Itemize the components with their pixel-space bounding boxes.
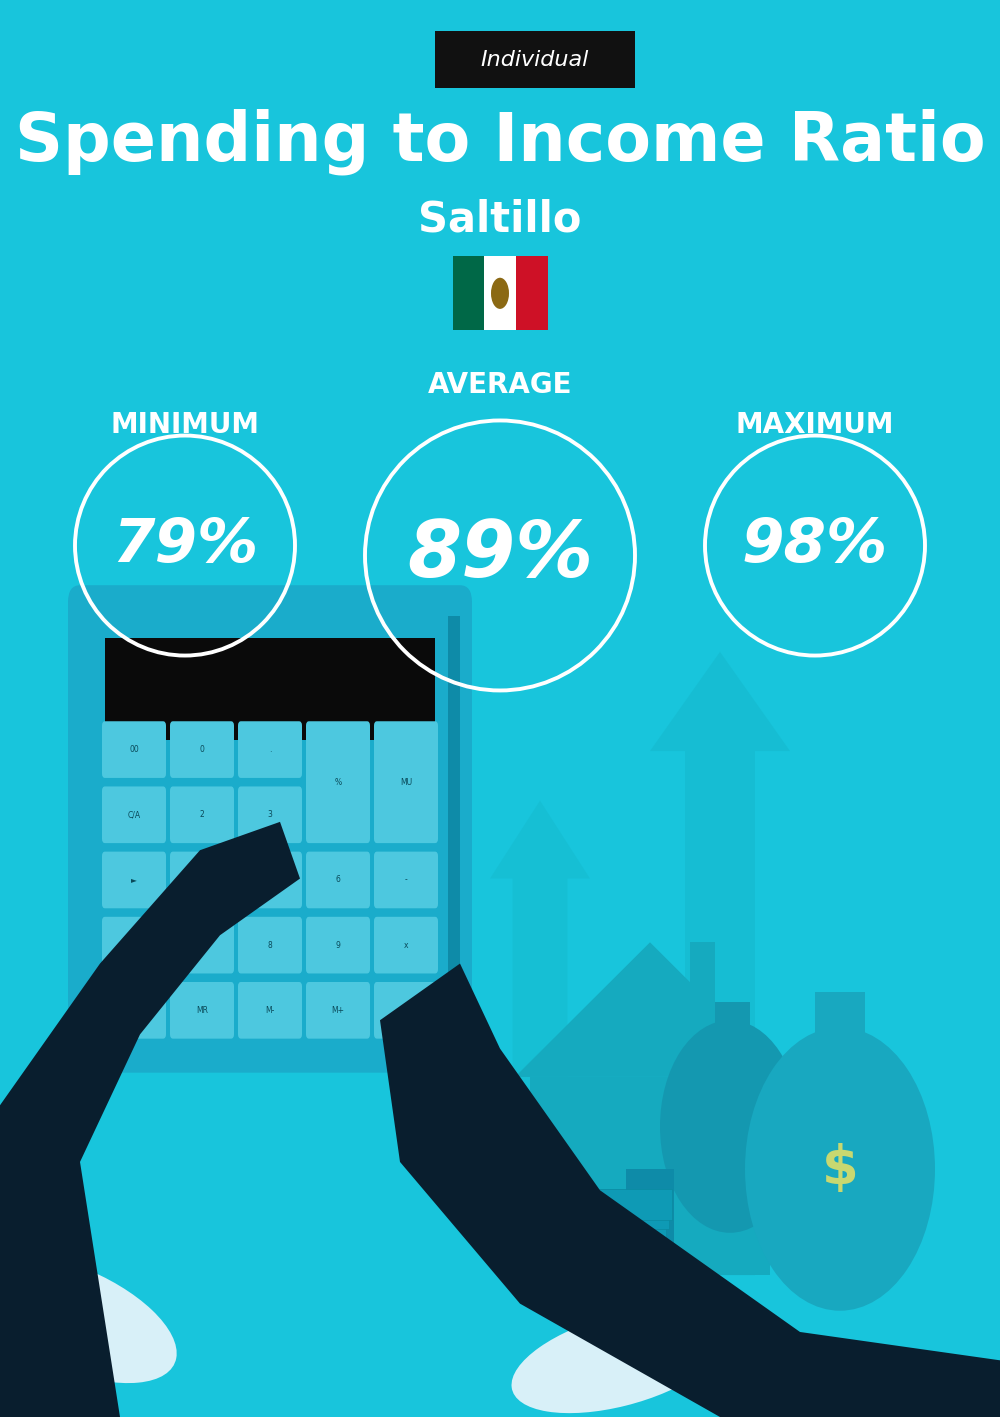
Text: MINIMUM: MINIMUM	[110, 411, 260, 439]
Text: 7: 7	[200, 941, 204, 949]
FancyBboxPatch shape	[238, 786, 302, 843]
Ellipse shape	[0, 1253, 177, 1383]
FancyBboxPatch shape	[170, 852, 234, 908]
Text: 9: 9	[336, 941, 340, 949]
Ellipse shape	[512, 1308, 728, 1413]
Text: :: :	[405, 1006, 407, 1015]
FancyBboxPatch shape	[374, 852, 438, 908]
FancyBboxPatch shape	[170, 786, 234, 843]
FancyBboxPatch shape	[306, 852, 370, 908]
FancyBboxPatch shape	[530, 1077, 770, 1275]
FancyBboxPatch shape	[626, 1169, 674, 1275]
FancyBboxPatch shape	[238, 721, 302, 778]
FancyBboxPatch shape	[815, 992, 865, 1041]
Text: 98%: 98%	[742, 516, 888, 575]
Text: Saltillo: Saltillo	[418, 198, 582, 241]
Text: -: -	[405, 876, 407, 884]
FancyBboxPatch shape	[374, 982, 438, 1039]
Text: 0: 0	[200, 745, 204, 754]
Polygon shape	[380, 964, 1000, 1417]
FancyBboxPatch shape	[374, 917, 438, 973]
FancyBboxPatch shape	[715, 1002, 750, 1041]
Text: %: %	[334, 778, 342, 788]
Text: 4: 4	[200, 876, 204, 884]
FancyBboxPatch shape	[238, 852, 302, 908]
Text: MAXIMUM: MAXIMUM	[736, 411, 894, 439]
FancyBboxPatch shape	[563, 1214, 663, 1246]
Text: ►: ►	[131, 876, 137, 884]
Polygon shape	[515, 942, 785, 1077]
FancyBboxPatch shape	[102, 852, 166, 908]
Polygon shape	[0, 822, 300, 1417]
Ellipse shape	[745, 1027, 935, 1311]
Ellipse shape	[491, 278, 509, 309]
FancyBboxPatch shape	[102, 917, 166, 973]
Text: MU: MU	[400, 778, 412, 788]
Polygon shape	[650, 652, 790, 1275]
Text: 5: 5	[268, 876, 272, 884]
FancyBboxPatch shape	[484, 256, 516, 330]
Text: 8: 8	[268, 941, 272, 949]
FancyBboxPatch shape	[306, 758, 370, 808]
Ellipse shape	[660, 1020, 800, 1233]
Text: .: .	[269, 745, 271, 754]
FancyBboxPatch shape	[170, 982, 234, 1039]
Text: M-: M-	[265, 1006, 275, 1015]
FancyBboxPatch shape	[452, 256, 484, 330]
Text: 89%: 89%	[407, 517, 593, 594]
FancyBboxPatch shape	[102, 982, 166, 1039]
Text: MC: MC	[128, 1006, 140, 1015]
Text: MR: MR	[196, 1006, 208, 1015]
FancyBboxPatch shape	[68, 585, 472, 1073]
FancyBboxPatch shape	[435, 31, 635, 88]
FancyBboxPatch shape	[566, 1206, 666, 1237]
FancyBboxPatch shape	[572, 1189, 672, 1220]
FancyBboxPatch shape	[374, 721, 438, 778]
FancyBboxPatch shape	[306, 721, 370, 778]
FancyBboxPatch shape	[170, 721, 234, 778]
Text: C/A: C/A	[127, 811, 141, 819]
FancyBboxPatch shape	[105, 638, 435, 740]
FancyBboxPatch shape	[306, 786, 370, 843]
Text: 79%: 79%	[112, 516, 258, 575]
FancyBboxPatch shape	[238, 917, 302, 973]
Polygon shape	[490, 801, 590, 1247]
FancyBboxPatch shape	[238, 982, 302, 1039]
FancyBboxPatch shape	[306, 917, 370, 973]
Text: x: x	[404, 941, 408, 949]
Text: Spending to Income Ratio: Spending to Income Ratio	[15, 109, 985, 174]
FancyBboxPatch shape	[448, 616, 460, 1041]
FancyBboxPatch shape	[102, 786, 166, 843]
Text: AVERAGE: AVERAGE	[428, 371, 572, 400]
Text: 3: 3	[268, 811, 272, 819]
Text: $: $	[822, 1144, 858, 1195]
FancyBboxPatch shape	[170, 917, 234, 973]
FancyBboxPatch shape	[306, 982, 370, 1039]
FancyBboxPatch shape	[569, 1197, 669, 1229]
FancyBboxPatch shape	[374, 786, 438, 843]
FancyBboxPatch shape	[374, 758, 438, 808]
Text: 00: 00	[129, 745, 139, 754]
FancyBboxPatch shape	[102, 721, 166, 778]
FancyBboxPatch shape	[516, 256, 548, 330]
Text: M+: M+	[332, 1006, 345, 1015]
FancyBboxPatch shape	[690, 942, 715, 1020]
Text: +/-: +/-	[128, 941, 140, 949]
Text: 6: 6	[336, 876, 340, 884]
FancyBboxPatch shape	[560, 1223, 660, 1254]
Text: 2: 2	[200, 811, 204, 819]
Text: Individual: Individual	[481, 50, 589, 69]
